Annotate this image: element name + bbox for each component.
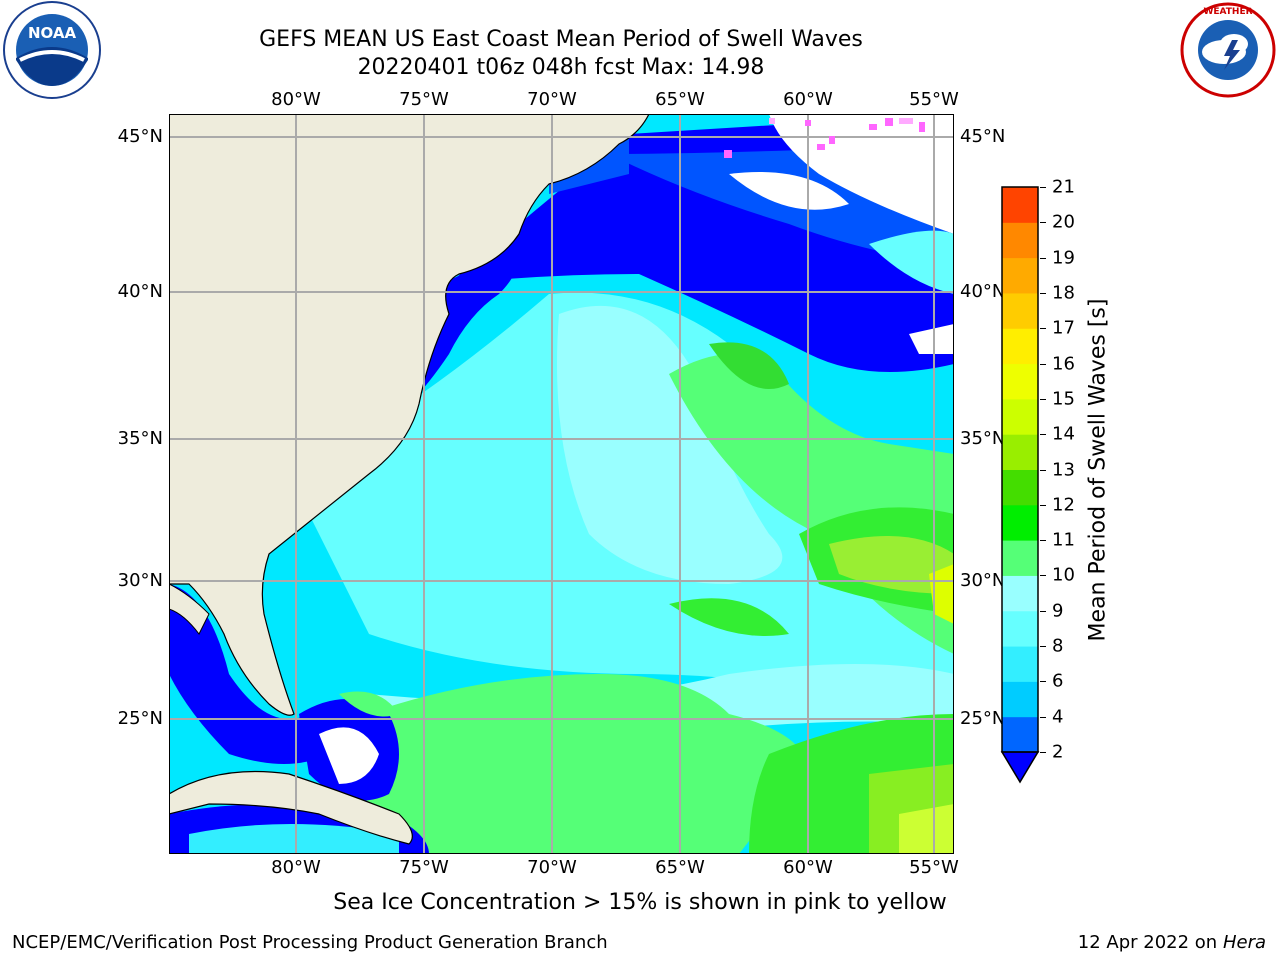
colorbar [1000, 186, 1040, 784]
chart-title: GEFS MEAN US East Coast Mean Period of S… [259, 27, 863, 52]
national-weather-service-logo: WEATHER [1180, 2, 1276, 98]
colorbar-tick-mark [1040, 398, 1046, 400]
lon-top-label: 65°W [655, 89, 705, 110]
footer-credit: NCEP/EMC/Verification Post Processing Pr… [12, 932, 608, 953]
map-grid [169, 114, 954, 854]
colorbar-tick-label: 15 [1052, 388, 1075, 410]
svg-text:WEATHER: WEATHER [1203, 7, 1252, 17]
lon-top-label: 55°W [909, 89, 959, 110]
colorbar-under-triangle [1000, 751, 1040, 784]
no-data-region-north [769, 114, 954, 234]
colorbar-tick-mark [1040, 328, 1046, 330]
colorbar-tick-mark [1040, 716, 1046, 718]
land-north-america [169, 114, 650, 716]
colorbar-tick-label: 8 [1052, 635, 1064, 657]
colorbar-segment [1002, 575, 1038, 612]
colorbar-tick-mark [1040, 257, 1046, 259]
noaa-logo: NOAA [3, 1, 101, 99]
colorbar-tick-label: 18 [1052, 282, 1075, 304]
colorbar-tick-label: 16 [1052, 353, 1075, 375]
colorbar-tick-label: 20 [1052, 211, 1075, 233]
colorbar-tick-label: 4 [1052, 706, 1064, 728]
svg-text:NOAA: NOAA [28, 24, 77, 42]
lon-bottom-label: 75°W [399, 857, 449, 878]
lon-top-label: 70°W [527, 89, 577, 110]
colorbar-label: Mean Period of Swell Waves [s] [1085, 298, 1111, 642]
lat-left-label: 25°N [117, 708, 163, 729]
lon-bottom-label: 65°W [655, 857, 705, 878]
footer-date: 12 Apr 2022 on Hera [1077, 932, 1266, 953]
lat-right-label: 30°N [960, 570, 1006, 591]
colorbar-tick-label: 13 [1052, 459, 1075, 480]
colorbar-tick-label: 9 [1052, 600, 1064, 622]
colorbar-tick-mark [1040, 363, 1046, 365]
colorbar-tick-label: 10 [1052, 564, 1075, 586]
colorbar-tick-mark [1040, 222, 1046, 224]
colorbar-segment [1002, 398, 1038, 435]
chart-subtitle: 20220401 t06z 048h fcst Max: 14.98 [357, 55, 765, 80]
colorbar-segment [1002, 540, 1038, 576]
lon-bottom-label: 55°W [909, 857, 959, 878]
colorbar-tick-label: 19 [1052, 247, 1075, 269]
colorbar-tick-mark [1040, 646, 1046, 648]
colorbar-tick-mark [1040, 434, 1046, 436]
swell-region-9-10 [557, 305, 783, 584]
colorbar-segment [1002, 610, 1038, 647]
lat-left-label: 30°N [117, 570, 163, 591]
colorbar-tick-mark [1040, 575, 1046, 577]
colorbar-tick-label: 21 [1052, 176, 1075, 198]
colorbar-segment [1002, 328, 1038, 365]
colorbar-tick-mark [1040, 540, 1046, 542]
lat-left-label: 35°N [117, 428, 163, 449]
lon-bottom-label: 60°W [783, 857, 833, 878]
lat-left-label: 40°N [117, 281, 163, 302]
swell-period-map [169, 114, 954, 854]
lon-top-label: 60°W [783, 89, 833, 110]
colorbar-tick-label: 14 [1052, 423, 1075, 445]
colorbar-tick-mark [1040, 752, 1046, 753]
colorbar-segment [1002, 681, 1038, 718]
colorbar-tick-label: 17 [1052, 317, 1075, 339]
colorbar-segment [1002, 434, 1038, 470]
colorbar-tick-mark [1040, 610, 1046, 612]
lat-right-label: 25°N [960, 708, 1006, 729]
colorbar-tick-label: 2 [1052, 741, 1064, 763]
colorbar-segment [1002, 716, 1038, 753]
colorbar-tick-mark [1040, 469, 1046, 471]
colorbar-tick-label: 11 [1052, 529, 1075, 551]
lat-right-label: 40°N [960, 281, 1006, 302]
lon-bottom-label: 70°W [527, 857, 577, 878]
colorbar-segment [1002, 504, 1038, 541]
colorbar-tick-mark [1040, 292, 1046, 294]
colorbar-segment [1002, 646, 1038, 682]
sea-ice-markers [724, 118, 925, 158]
lon-top-label: 75°W [399, 89, 449, 110]
colorbar-segment [1002, 187, 1038, 223]
colorbar-tick-mark [1040, 187, 1046, 188]
colorbar-segment [1002, 469, 1038, 506]
colorbar-segment [1002, 292, 1038, 329]
sea-ice-note: Sea Ice Concentration > 15% is shown in … [333, 890, 947, 915]
colorbar-segment [1002, 363, 1038, 400]
lat-right-label: 35°N [960, 428, 1006, 449]
lat-left-label: 45°N [117, 126, 163, 147]
colorbar-tick-label: 6 [1052, 670, 1064, 692]
no-data-region-bahamas [319, 727, 379, 784]
land-cuba [169, 770, 413, 845]
colorbar-tick-mark [1040, 681, 1046, 683]
lon-bottom-label: 80°W [271, 857, 321, 878]
colorbar-tick-label: 12 [1052, 494, 1075, 516]
colorbar-tick-mark [1040, 504, 1046, 506]
colorbar-segment [1002, 257, 1038, 294]
lat-right-label: 45°N [960, 126, 1006, 147]
colorbar-segment [1002, 222, 1038, 259]
lon-top-label: 80°W [271, 89, 321, 110]
